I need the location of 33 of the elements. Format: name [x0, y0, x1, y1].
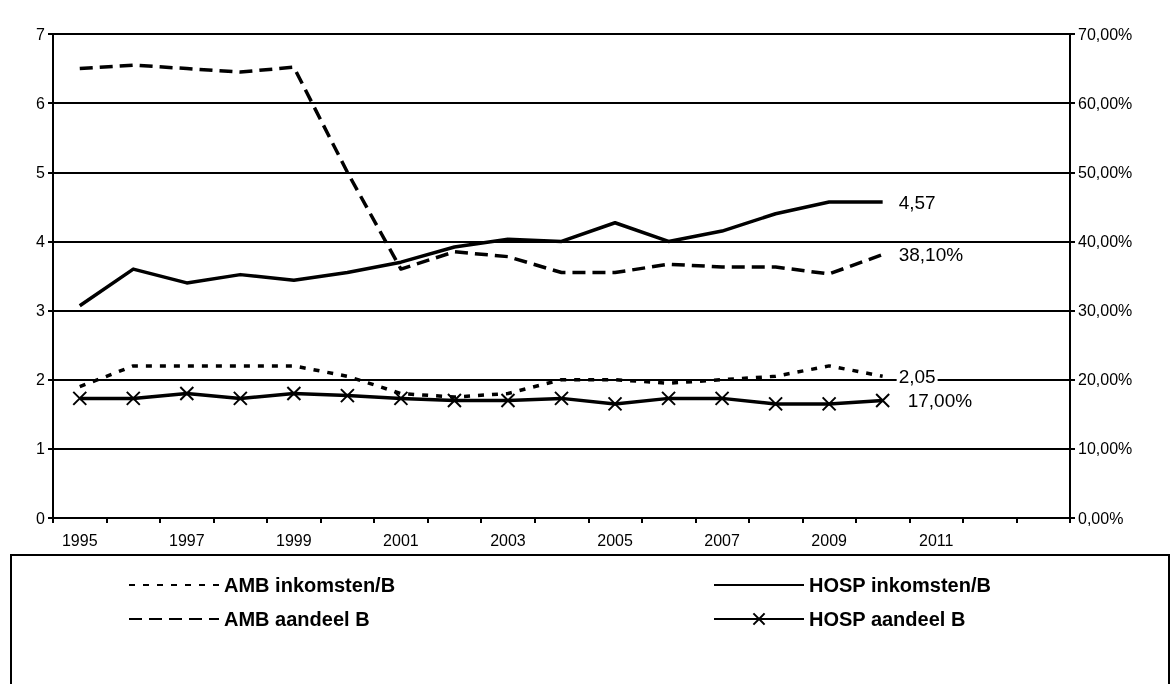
legend-label: AMB aandeel B: [224, 608, 370, 630]
x-tick-label: 2001: [383, 531, 419, 549]
y-tick-label: 2: [36, 371, 46, 389]
legend-label: HOSP inkomsten/B: [809, 574, 991, 596]
y2-tick-label: 10,00%: [1078, 440, 1133, 458]
y2-tick-label: 20,00%: [1078, 371, 1133, 389]
x-tick-label: 2003: [490, 531, 526, 549]
y-tick-label: 4: [36, 232, 46, 250]
x-tick-label: 2009: [811, 531, 848, 549]
y2-tick-label: 30,00%: [1078, 302, 1133, 320]
data-label: 4,57: [898, 191, 936, 213]
data-label: 17,00%: [907, 389, 973, 411]
y2-tick-label: 60,00%: [1078, 94, 1133, 112]
x-tick-label: 2005: [597, 531, 633, 549]
y-tick-label: 3: [36, 302, 46, 320]
data-label: 38,10%: [898, 244, 964, 266]
x-tick-label: 1999: [276, 531, 312, 549]
legend-label: HOSP aandeel B: [809, 608, 966, 630]
legend-label: AMB inkomsten/B: [224, 574, 396, 596]
y-tick-label: 6: [36, 94, 46, 112]
x-tick-label: 2011: [918, 531, 954, 549]
y-tick-label: 7: [36, 25, 46, 43]
y-tick-label: 0: [36, 509, 46, 527]
y-tick-label: 5: [36, 163, 46, 181]
x-tick-label: 1997: [169, 531, 205, 549]
y2-tick-label: 40,00%: [1078, 232, 1133, 250]
y2-tick-label: 0,00%: [1078, 509, 1124, 527]
x-tick-label: 2007: [704, 531, 740, 549]
y-tick-label: 1: [36, 440, 46, 458]
y2-tick-label: 70,00%: [1078, 25, 1133, 43]
data-label: 2,05: [898, 365, 936, 387]
x-tick-label: 1995: [61, 531, 98, 549]
y2-tick-label: 50,00%: [1078, 163, 1133, 181]
